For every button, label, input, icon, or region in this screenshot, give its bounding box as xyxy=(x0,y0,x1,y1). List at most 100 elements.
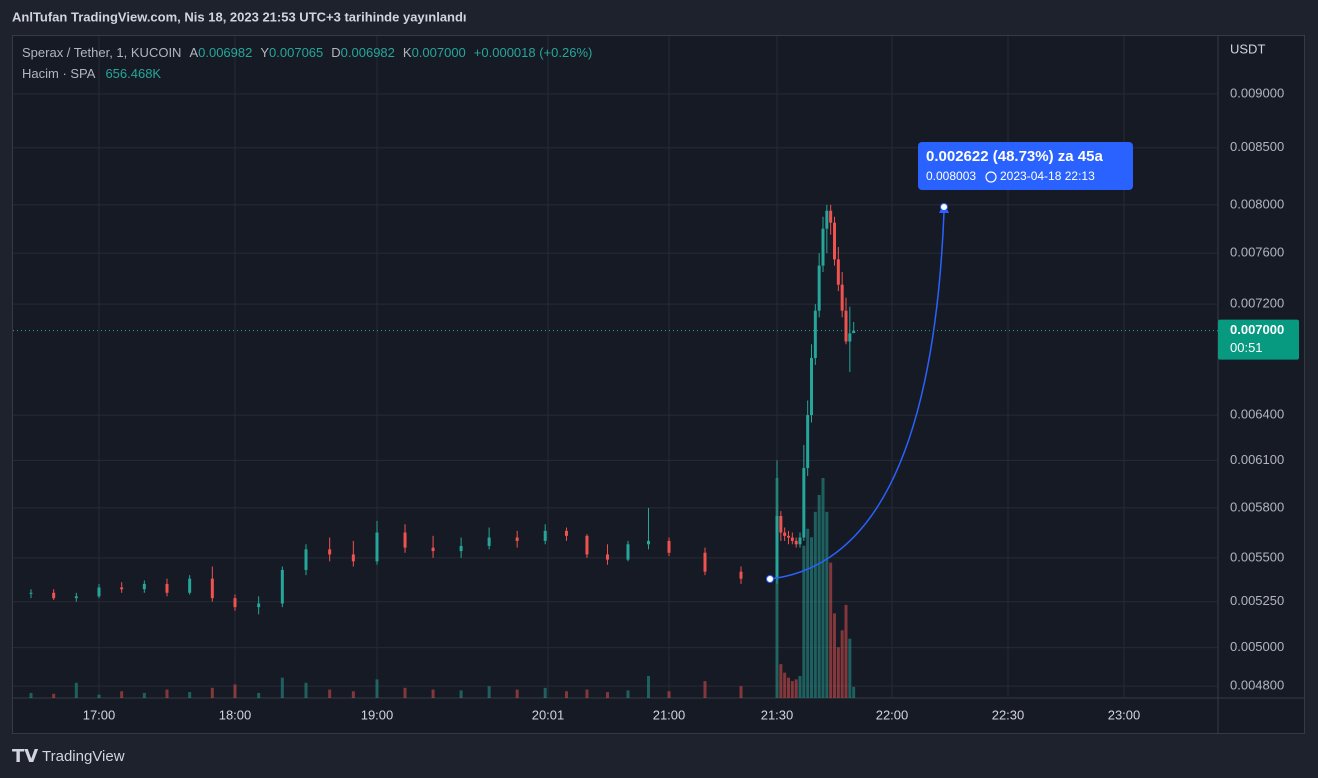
price-tag-countdown: 00:51 xyxy=(1230,340,1263,355)
volume-bar xyxy=(798,676,802,698)
volume-bar xyxy=(817,494,821,698)
candle-body xyxy=(794,540,798,545)
open: 0.006982 xyxy=(198,45,252,60)
candle-body xyxy=(165,583,169,593)
candle-body xyxy=(787,535,790,538)
volume-bar xyxy=(794,679,798,698)
annotation-date: 2023-04-18 22:13 xyxy=(1000,169,1095,183)
price-tag-box xyxy=(1218,319,1299,360)
volume-bar xyxy=(848,638,852,698)
volume-bar xyxy=(802,545,806,698)
candle-body xyxy=(459,545,463,552)
volume-bar xyxy=(52,693,56,698)
annotation-arrow xyxy=(769,211,945,580)
y-tick-label: 0.008500 xyxy=(1230,139,1284,154)
clock-icon xyxy=(985,171,997,183)
volume-bar xyxy=(487,686,491,698)
volume-bar xyxy=(142,692,146,698)
y-tick-label: 0.009000 xyxy=(1230,85,1284,100)
volume-bar xyxy=(790,681,794,698)
volume-bar xyxy=(787,677,790,698)
candle-body xyxy=(852,330,856,334)
candle-body xyxy=(403,532,407,548)
volume-bar xyxy=(97,694,101,698)
candle-body xyxy=(233,598,237,608)
candle-body xyxy=(810,357,813,416)
volume-bar xyxy=(280,677,284,698)
candle-body xyxy=(802,468,806,538)
y-tick-label: 0.004800 xyxy=(1230,678,1284,693)
candle-body xyxy=(515,537,519,541)
candle-body xyxy=(375,532,379,562)
candle-body xyxy=(487,537,491,546)
volume-bar xyxy=(403,687,407,698)
candle-body xyxy=(351,554,355,562)
candle-body xyxy=(775,515,779,579)
price-tag-price: 0.007000 xyxy=(1230,322,1284,337)
candle-body xyxy=(703,552,707,572)
volume-bar xyxy=(188,692,192,698)
volume-bar xyxy=(459,690,463,698)
candle-body xyxy=(646,540,650,545)
x-tick-label: 17:00 xyxy=(83,707,116,722)
candle-body xyxy=(825,210,829,229)
candle-body xyxy=(844,310,848,342)
published-line: AnlTufan TradingView.com, Nis 18, 2023 2… xyxy=(12,9,467,24)
candle-body xyxy=(836,259,840,285)
close-key: K xyxy=(403,45,412,60)
volume-bar xyxy=(304,682,308,698)
x-tick-label: 20:01 xyxy=(532,707,565,722)
brand: TradingView xyxy=(42,748,125,765)
footer: 𝗧𝗩 TradingView xyxy=(12,746,125,766)
candle-body xyxy=(779,515,783,533)
y-tick-label: 0.005250 xyxy=(1230,593,1284,608)
volume-bar xyxy=(564,691,568,698)
x-tick-label: 23:00 xyxy=(1108,707,1141,722)
candle-body xyxy=(813,310,817,358)
x-tick-label: 22:30 xyxy=(992,707,1025,722)
candle-body xyxy=(840,284,844,311)
open-key: A xyxy=(189,45,198,60)
y-tick-label: 0.005000 xyxy=(1230,639,1284,654)
volume-bar xyxy=(806,528,810,698)
volume-bar xyxy=(605,692,609,698)
low: 0.006982 xyxy=(341,45,395,60)
volume-bar xyxy=(829,562,833,698)
anchor-start xyxy=(766,575,774,583)
candle-body xyxy=(210,578,214,599)
volume-bar xyxy=(165,689,169,698)
candle-body xyxy=(188,578,192,593)
volume-bar xyxy=(585,689,589,698)
x-tick-label: 22:00 xyxy=(876,707,909,722)
candle-body xyxy=(806,415,810,469)
candle-body xyxy=(564,530,568,536)
price-range-annotation: 0.002622 (48.73%) za 45a 0.008003 2023-0… xyxy=(766,142,1133,583)
volume-bar xyxy=(29,692,33,698)
logo-mark: 𝗧𝗩 xyxy=(12,746,38,766)
volume-bar xyxy=(836,647,840,698)
volume-bar xyxy=(844,604,848,698)
volume-bar xyxy=(257,692,261,698)
volume-bar xyxy=(703,681,707,698)
candle-body xyxy=(52,592,56,599)
volume-bar xyxy=(667,691,671,698)
volume-bar xyxy=(210,687,214,698)
volume-bar xyxy=(74,682,78,698)
volume-bar xyxy=(825,511,829,698)
legend: Sperax / Tether, 1, KUCOIN A0.006982 Y0.00… xyxy=(22,45,592,81)
volume-bar xyxy=(821,478,825,698)
volume-bar xyxy=(120,691,124,698)
candle-body xyxy=(829,210,833,223)
y-tick-label: 0.007600 xyxy=(1230,245,1284,260)
y-tick-label: 0.005800 xyxy=(1230,499,1284,514)
high: 0.007065 xyxy=(269,45,323,60)
annotation-price: 0.008003 xyxy=(926,169,976,183)
y-tick-label: 0.005500 xyxy=(1230,549,1284,564)
volume-bar xyxy=(840,630,844,698)
candle-body xyxy=(626,544,630,560)
volume-bar xyxy=(626,690,630,698)
x-tick-label: 21:30 xyxy=(761,707,794,722)
x-tick-label: 19:00 xyxy=(361,707,394,722)
